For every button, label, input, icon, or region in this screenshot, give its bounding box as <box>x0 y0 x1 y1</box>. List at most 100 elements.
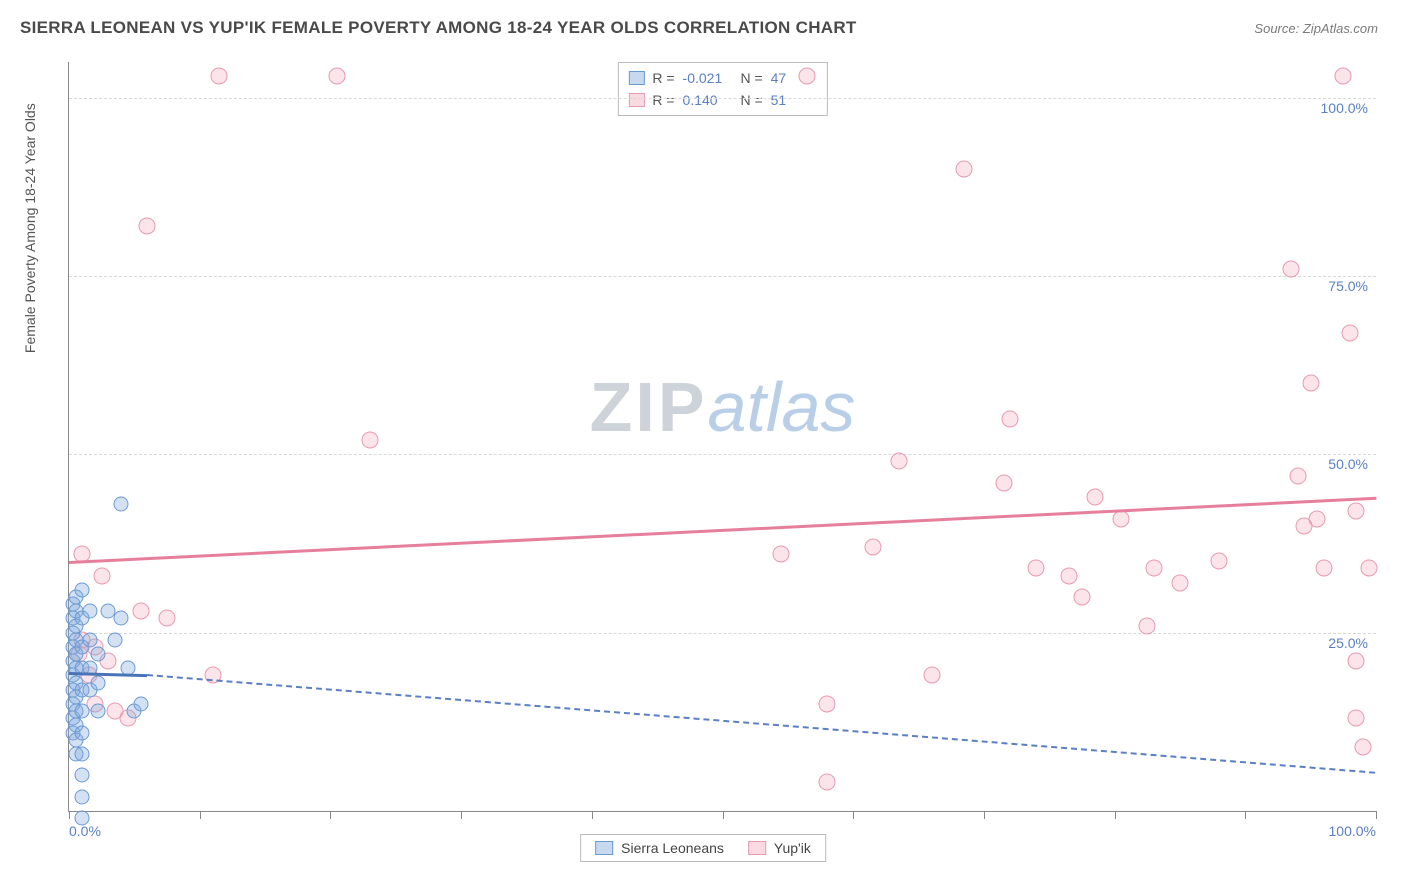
chart-title: SIERRA LEONEAN VS YUP'IK FEMALE POVERTY … <box>20 18 857 38</box>
data-point <box>107 632 122 647</box>
legend-label: Sierra Leoneans <box>621 840 724 856</box>
data-point <box>1315 560 1332 577</box>
data-point <box>1348 503 1365 520</box>
stat-r-label: R = <box>652 89 674 111</box>
data-point <box>890 453 907 470</box>
data-point <box>75 704 90 719</box>
stat-row: R = 0.140 N = 51 <box>628 89 816 111</box>
data-point <box>1028 560 1045 577</box>
data-point <box>1348 653 1365 670</box>
x-tick <box>1115 811 1116 819</box>
stat-n-value: 51 <box>771 89 817 111</box>
data-point <box>799 68 816 85</box>
x-tick <box>984 811 985 819</box>
stats-legend-box: R =-0.021 N =47R =0.140 N =51 <box>617 62 827 116</box>
data-point <box>133 697 148 712</box>
data-point <box>75 811 90 826</box>
stat-n-label: N = <box>737 67 763 89</box>
legend-swatch-icon <box>748 841 766 855</box>
data-point <box>211 68 228 85</box>
data-point <box>159 610 176 627</box>
stat-row: R =-0.021 N =47 <box>628 67 816 89</box>
data-point <box>90 647 105 662</box>
x-tick <box>1376 811 1377 819</box>
legend-swatch-icon <box>628 71 644 85</box>
data-point <box>75 789 90 804</box>
stat-n-label: N = <box>737 89 763 111</box>
x-tick <box>461 811 462 819</box>
data-point <box>819 774 836 791</box>
trend-line-yupik <box>69 497 1376 564</box>
watermark: ZIPatlas <box>590 367 856 447</box>
data-point <box>361 432 378 449</box>
x-tick <box>592 811 593 819</box>
data-point <box>90 675 105 690</box>
watermark-part2: atlas <box>708 368 856 446</box>
data-point <box>90 704 105 719</box>
stat-r-value: 0.140 <box>683 89 729 111</box>
data-point <box>93 567 110 584</box>
data-point <box>1309 510 1326 527</box>
legend-label: Yup'ik <box>774 840 811 856</box>
data-point <box>1060 567 1077 584</box>
data-point <box>75 746 90 761</box>
data-point <box>114 611 129 626</box>
chart-plot-area: ZIPatlas R =-0.021 N =47R =0.140 N =51 2… <box>68 62 1376 812</box>
data-point <box>1348 710 1365 727</box>
watermark-part1: ZIP <box>590 368 708 446</box>
data-point <box>1283 260 1300 277</box>
x-tick <box>200 811 201 819</box>
y-tick-label: 75.0% <box>1328 278 1368 294</box>
data-point <box>75 768 90 783</box>
x-tick <box>330 811 331 819</box>
gridline <box>69 276 1376 277</box>
data-point <box>995 474 1012 491</box>
data-point <box>956 161 973 178</box>
stat-r-value: -0.021 <box>683 67 729 89</box>
data-point <box>1335 68 1352 85</box>
x-tick <box>1245 811 1246 819</box>
source-name: ZipAtlas.com <box>1303 21 1378 36</box>
x-tick <box>723 811 724 819</box>
data-point <box>1354 738 1371 755</box>
data-point <box>1289 467 1306 484</box>
bottom-legend: Sierra Leoneans Yup'ik <box>580 834 826 862</box>
legend-swatch-icon <box>628 93 644 107</box>
x-tick-label: 0.0% <box>69 823 101 839</box>
data-point <box>1171 574 1188 591</box>
x-tick <box>69 811 70 819</box>
data-point <box>1086 489 1103 506</box>
data-point <box>328 68 345 85</box>
data-point <box>75 725 90 740</box>
y-tick-label: 50.0% <box>1328 456 1368 472</box>
legend-item: Yup'ik <box>748 840 811 856</box>
x-tick-label: 100.0% <box>1329 823 1376 839</box>
data-point <box>82 632 97 647</box>
y-axis-label: Female Poverty Among 18-24 Year Olds <box>22 103 38 353</box>
data-point <box>923 667 940 684</box>
y-tick-label: 25.0% <box>1328 635 1368 651</box>
data-point <box>1139 617 1156 634</box>
gridline <box>69 454 1376 455</box>
gridline <box>69 98 1376 99</box>
data-point <box>1211 553 1228 570</box>
trend-line-sierra-ext <box>147 674 1376 774</box>
data-point <box>82 604 97 619</box>
legend-swatch-icon <box>595 841 613 855</box>
data-point <box>864 539 881 556</box>
source-attribution: Source: ZipAtlas.com <box>1254 21 1378 36</box>
data-point <box>1341 325 1358 342</box>
data-point <box>132 603 149 620</box>
data-point <box>1145 560 1162 577</box>
legend-item: Sierra Leoneans <box>595 840 724 856</box>
data-point <box>114 497 129 512</box>
data-point <box>773 546 790 563</box>
gridline <box>69 633 1376 634</box>
data-point <box>1002 410 1019 427</box>
stat-r-label: R = <box>652 67 674 89</box>
data-point <box>75 582 90 597</box>
source-label: Source: <box>1254 21 1299 36</box>
data-point <box>819 696 836 713</box>
data-point <box>1361 560 1378 577</box>
data-point <box>139 218 156 235</box>
